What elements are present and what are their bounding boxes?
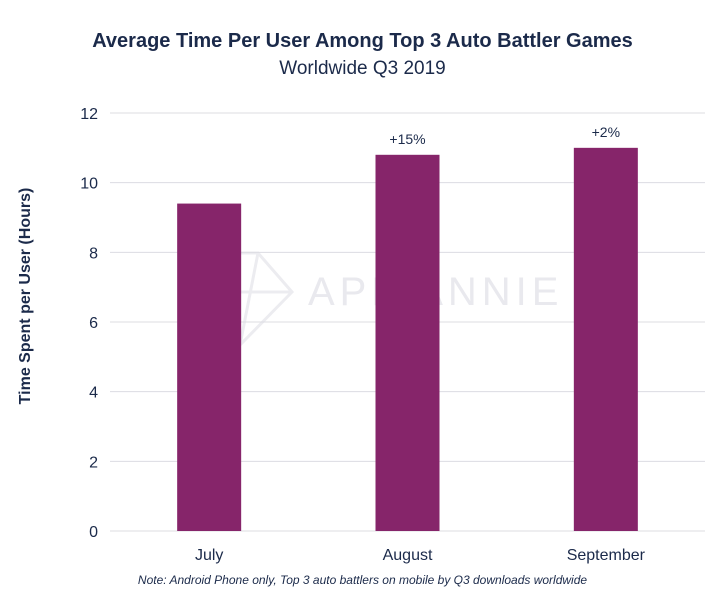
y-tick-label: 0 bbox=[89, 524, 98, 541]
y-tick-label: 10 bbox=[80, 176, 98, 193]
y-tick-label: 12 bbox=[80, 106, 98, 123]
x-category-label: July bbox=[195, 547, 223, 564]
bar-data-label: +15% bbox=[389, 131, 425, 147]
bar-july bbox=[177, 203, 242, 532]
y-tick-label: 2 bbox=[89, 454, 98, 471]
x-category-label: September bbox=[567, 547, 646, 564]
bar-august bbox=[375, 154, 440, 532]
y-tick-label: 4 bbox=[89, 385, 98, 402]
chart-title: Average Time Per User Among Top 3 Auto B… bbox=[92, 30, 633, 52]
y-tick-label: 8 bbox=[89, 245, 98, 262]
chart-note: Note: Android Phone only, Top 3 auto bat… bbox=[137, 573, 588, 587]
y-tick-label: 6 bbox=[89, 315, 98, 332]
bar-data-label: +2% bbox=[592, 124, 620, 140]
x-category-label: August bbox=[383, 547, 433, 564]
bar-september bbox=[573, 147, 638, 532]
chart-subtitle: Worldwide Q3 2019 bbox=[279, 58, 446, 79]
